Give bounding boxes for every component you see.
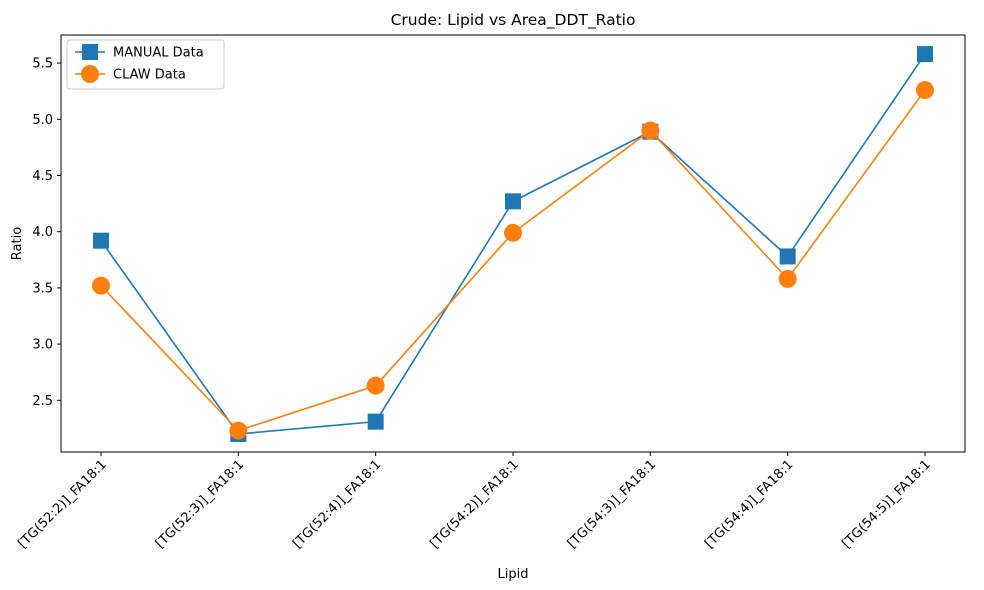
legend-box bbox=[66, 39, 225, 90]
chart-title: Crude: Lipid vs Area_DDT_Ratio bbox=[391, 11, 636, 30]
manual-data-point bbox=[505, 193, 521, 210]
x-axis-title: Lipid bbox=[498, 567, 529, 582]
plot-frame bbox=[60, 34, 966, 453]
legend: MANUAL Data CLAW Data bbox=[66, 39, 225, 90]
x-tick-label: [TG(54:2)]_FA18:1 bbox=[428, 457, 522, 551]
claw-data-point bbox=[229, 421, 248, 440]
claw-data-point bbox=[916, 81, 934, 100]
y-tick-label: 4.5 bbox=[32, 169, 53, 184]
axes-group: 2.5 3.0 3.5 4.0 4.5 5.0 5.5 [TG(52:2)]_FA18:1 [T… bbox=[16, 34, 966, 552]
manual-data-point bbox=[367, 413, 384, 430]
y-axis-title: Ratio bbox=[10, 227, 25, 260]
x-tick-label: [TG(54:4)]_FA18:1 bbox=[702, 457, 796, 551]
legend-marker bbox=[82, 44, 98, 60]
y-tick-label: 4.0 bbox=[32, 225, 53, 240]
x-tick-label: [TG(52:4)]_FA18:1 bbox=[290, 457, 384, 551]
claw-data-point bbox=[366, 376, 385, 395]
legend-marker bbox=[81, 65, 99, 83]
manual-data-point bbox=[917, 46, 933, 63]
claw-data-point bbox=[504, 223, 522, 242]
text-group: Crude: Lipid vs Area_DDT_Ratio Lipid Rat… bbox=[10, 11, 635, 582]
claw-data-point bbox=[641, 121, 660, 140]
x-tick-label: [TG(52:3)]_FA18:1 bbox=[153, 457, 247, 551]
claw-data-point bbox=[778, 269, 797, 288]
y-tick-label: 2.5 bbox=[32, 394, 53, 409]
x-tick-label: [TG(54:5)]_FA18:1 bbox=[840, 457, 934, 551]
manual-data-point bbox=[93, 232, 109, 249]
legend-label: CLAW Data bbox=[113, 68, 186, 83]
y-tick-label: 3.0 bbox=[32, 338, 53, 353]
x-tick-label: [TG(54:3)]_FA18:1 bbox=[565, 457, 659, 551]
x-tick-label: [TG(52:2)]_FA18:1 bbox=[16, 457, 110, 551]
y-tick-label: 3.5 bbox=[32, 281, 53, 296]
series-group bbox=[92, 46, 934, 443]
legend-label: MANUAL Data bbox=[113, 46, 204, 61]
y-tick-label: 5.0 bbox=[32, 113, 53, 128]
manual-data-point bbox=[779, 248, 796, 265]
claw-data-point bbox=[92, 276, 110, 295]
y-tick-label: 5.5 bbox=[32, 57, 53, 72]
